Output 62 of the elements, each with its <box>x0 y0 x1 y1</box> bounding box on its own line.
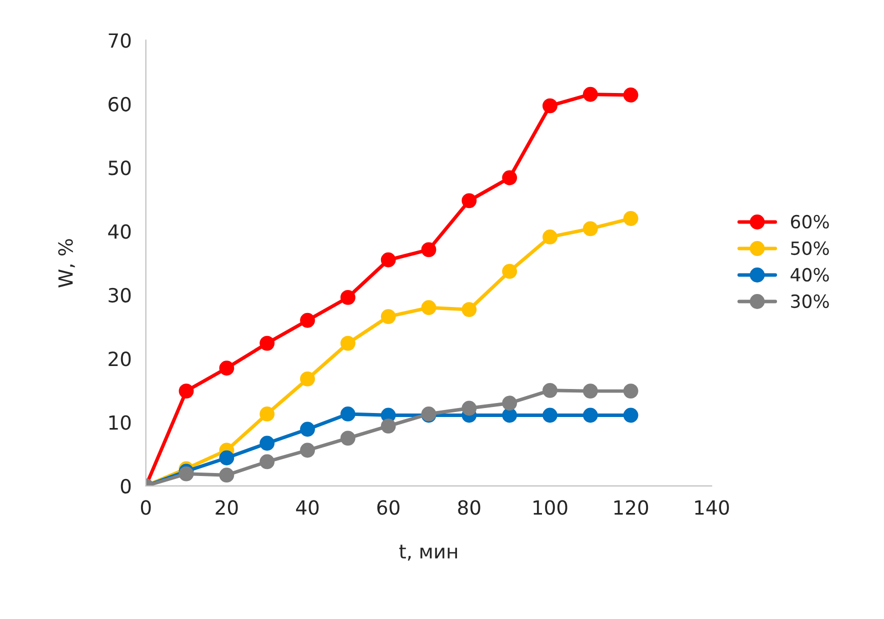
point <box>300 422 315 437</box>
point <box>582 221 598 236</box>
point <box>178 384 194 399</box>
point <box>542 230 558 244</box>
point <box>623 384 638 399</box>
point <box>462 302 477 318</box>
point <box>340 290 356 305</box>
legend-label: 50% <box>791 241 829 256</box>
point <box>260 436 275 451</box>
point <box>582 384 598 399</box>
point <box>502 396 518 411</box>
point <box>582 408 598 423</box>
point <box>421 242 436 258</box>
x-tick-label: 60 <box>377 500 400 515</box>
point <box>623 408 638 423</box>
point <box>260 336 275 351</box>
x-tick-label: 120 <box>614 500 648 515</box>
y-tick-label: 20 <box>108 352 131 366</box>
x-tick-label: 140 <box>695 500 729 515</box>
x-tick-label: 100 <box>534 500 568 515</box>
point <box>219 360 234 376</box>
point <box>300 442 315 458</box>
point <box>380 418 396 434</box>
point <box>542 408 558 423</box>
y-axis-title: W, % <box>58 239 75 288</box>
point <box>421 300 436 316</box>
legend-label: 40% <box>790 268 829 282</box>
y-tick-label: 70 <box>108 33 131 48</box>
legend-label: 60% <box>791 214 829 229</box>
point <box>219 468 234 483</box>
point <box>623 88 638 102</box>
point <box>542 98 558 114</box>
legend-label: 30% <box>791 294 829 308</box>
x-tick-label: 40 <box>296 500 319 515</box>
point <box>260 454 275 470</box>
x-tick-label: 80 <box>458 500 480 515</box>
point <box>340 406 356 422</box>
point <box>582 86 598 102</box>
point <box>502 264 518 279</box>
x-tick-label: 0 <box>140 500 151 515</box>
y-tick-label: 30 <box>108 288 131 303</box>
point <box>340 336 356 351</box>
point <box>502 170 518 186</box>
y-tick-label: 10 <box>109 415 131 430</box>
x-axis-title: t, мин <box>399 544 457 561</box>
y-tick-label: 0 <box>120 478 131 494</box>
point <box>219 450 234 466</box>
point <box>462 193 477 208</box>
point <box>502 408 518 423</box>
x-tick-label: 20 <box>216 500 238 515</box>
point <box>623 211 638 226</box>
point <box>542 382 558 398</box>
point <box>340 430 356 446</box>
point <box>260 406 275 422</box>
point <box>300 371 315 386</box>
y-tick-label: 50 <box>108 160 131 176</box>
point <box>380 252 396 268</box>
y-tick-label: 60 <box>108 96 131 112</box>
point <box>300 312 315 328</box>
y-tick-label: 40 <box>108 224 131 239</box>
point <box>380 309 396 324</box>
point <box>462 400 477 416</box>
